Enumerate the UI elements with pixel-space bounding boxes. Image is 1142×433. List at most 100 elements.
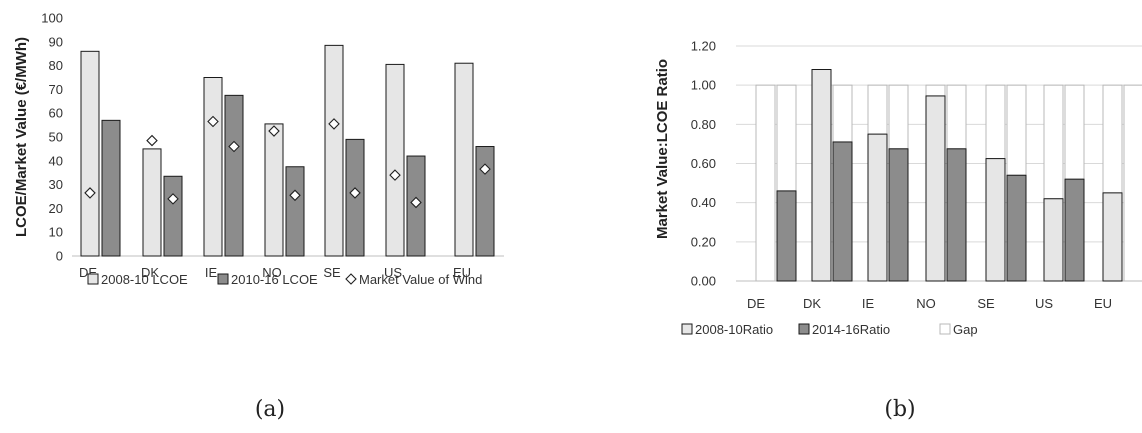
bar-2010-16-lcoe-no [285, 166, 305, 257]
panel-a-y-ticks: 0 10 20 30 40 50 60 70 80 90 100 [41, 11, 63, 264]
x-tick-label: NO [916, 296, 936, 311]
panel-b: Market Value:LCOE Ratio 0.00 0.20 0.40 0.60… [654, 39, 1142, 422]
y-tick-label: 10 [49, 225, 63, 240]
panel-b-y-ticks: 0.00 0.20 0.40 0.60 0.80 1.00 1.20 [691, 39, 716, 289]
y-tick-label: 1.00 [691, 78, 716, 93]
bar-gap-se [985, 84, 1006, 160]
y-tick-label: 20 [49, 201, 63, 216]
y-tick-label: 30 [49, 177, 63, 192]
legend-swatch-2008-10-lcoe [87, 273, 99, 285]
y-tick-label: 0.80 [691, 117, 716, 132]
legend-swatch-gap [939, 323, 951, 335]
x-tick-label: DK [141, 265, 159, 280]
bar-2010-16-lcoe-de [101, 119, 121, 257]
legend-swatch-market-value-of-wind [345, 273, 357, 285]
bar-gap-no [946, 84, 967, 150]
bar-2008-10-lcoe-de [80, 50, 100, 257]
x-tick-label: US [384, 265, 402, 280]
marker-market-value-ie [207, 115, 219, 128]
bar-2008-10ratio-se [985, 158, 1006, 282]
marker-market-value-de [84, 187, 96, 199]
x-tick-label: SE [323, 265, 341, 280]
bar-2008-10-lcoe-no [264, 123, 284, 257]
bar-2010-16-lcoe-eu [475, 146, 495, 257]
x-tick-label: DK [803, 296, 821, 311]
panel-a-caption: (a) [255, 397, 285, 422]
panel-b-bars [755, 69, 1142, 282]
x-tick-label: SE [977, 296, 995, 311]
panel-a-ylabel: LCOE/Market Value (€/MWh) [13, 37, 30, 237]
panel-b-x-ticks: DE DK IE NO SE US EU [747, 296, 1112, 311]
bar-2010-16-lcoe-ie [224, 94, 244, 257]
marker-market-value-eu [479, 163, 491, 175]
y-tick-label: 0 [56, 249, 63, 264]
y-tick-label: 50 [49, 130, 63, 145]
legend-label-2010-16-lcoe: 2010-16 LCOE [231, 272, 318, 287]
bar-2008-10-lcoe-ie [203, 77, 223, 257]
bar-2008-10ratio-no [925, 95, 946, 282]
bar-2010-16-lcoe-dk [163, 175, 183, 257]
bar-gap-eu [1123, 84, 1142, 282]
panel-a-bars [80, 44, 495, 257]
y-tick-label: 0.40 [691, 195, 716, 210]
bar-2014-16ratio-no [946, 148, 967, 282]
x-tick-label: IE [205, 265, 218, 280]
bar-2008-10-lcoe-dk [142, 148, 162, 257]
y-tick-label: 70 [49, 82, 63, 97]
legend-label-2008-10ratio: 2008-10Ratio [695, 322, 773, 337]
y-tick-label: 0.20 [691, 234, 716, 249]
panel-b-caption: (b) [884, 397, 915, 422]
panel-a-markers [84, 115, 491, 209]
y-tick-label: 60 [49, 106, 63, 121]
bar-2014-16ratio-se [1006, 174, 1027, 282]
bar-gap-us [1064, 84, 1085, 180]
bar-2014-16ratio-ie [888, 148, 909, 282]
panel-b-ylabel: Market Value:LCOE Ratio [654, 59, 671, 239]
marker-market-value-us [410, 196, 422, 209]
bar-2014-16ratio-dk [832, 141, 853, 282]
legend-label-2008-10-lcoe: 2008-10 LCOE [101, 272, 188, 287]
bar-gap-eu [1102, 84, 1123, 194]
marker-market-value-se [328, 118, 340, 130]
legend-label-gap: Gap [953, 322, 978, 337]
y-tick-label: 80 [49, 58, 63, 73]
bar-gap-no [925, 84, 946, 97]
y-tick-label: 0.00 [691, 274, 716, 289]
panel-b-legend: 2008-10Ratio 2014-16Ratio Gap [681, 322, 978, 337]
bar-gap-ie [867, 84, 888, 135]
bar-gap-de [755, 84, 776, 282]
bar-2008-10-lcoe-us [385, 63, 405, 257]
bar-2008-10ratio-ie [867, 133, 888, 282]
marker-market-value-dk [146, 134, 158, 147]
y-tick-label: 90 [49, 34, 63, 49]
panel-a-legend: 2008-10 LCOE 2010-16 LCOE Market Value of … [87, 272, 482, 287]
x-tick-label: US [1035, 296, 1053, 311]
bar-2008-10ratio-eu [1102, 192, 1123, 282]
marker-market-value-se [349, 187, 361, 199]
legend-label-2014-16ratio: 2014-16Ratio [812, 322, 890, 337]
bar-2014-16ratio-de [776, 190, 797, 282]
legend-swatch-2008-10ratio [681, 323, 693, 335]
legend-label-market-value-of-wind: Market Value of Wind [359, 272, 482, 287]
y-tick-label: 1.20 [691, 39, 716, 54]
x-tick-label: EU [453, 265, 471, 280]
legend-swatch-2014-16ratio [798, 323, 810, 335]
y-tick-label: 0.60 [691, 156, 716, 171]
panel-a: LCOE/Market Value (€/MWh) 0 10 20 30 40 50 60 7… [13, 11, 504, 422]
bar-2008-10ratio-us [1043, 198, 1064, 282]
bar-2014-16ratio-us [1064, 178, 1085, 282]
bar-2008-10-lcoe-eu [454, 62, 474, 257]
panel-a-x-ticks: DE DK IE NO SE US EU [79, 265, 471, 280]
x-tick-label: IE [862, 296, 875, 311]
bar-gap-se [1006, 84, 1027, 176]
marker-market-value-no [289, 189, 301, 202]
bar-gap-de [776, 84, 797, 192]
bar-2008-10ratio-dk [811, 69, 832, 282]
legend-swatch-2010-16-lcoe [217, 273, 229, 285]
x-tick-label: NO [262, 265, 282, 280]
y-tick-label: 40 [49, 153, 63, 168]
y-tick-label: 100 [41, 11, 63, 26]
bar-gap-us [1043, 84, 1064, 200]
x-tick-label: EU [1094, 296, 1112, 311]
